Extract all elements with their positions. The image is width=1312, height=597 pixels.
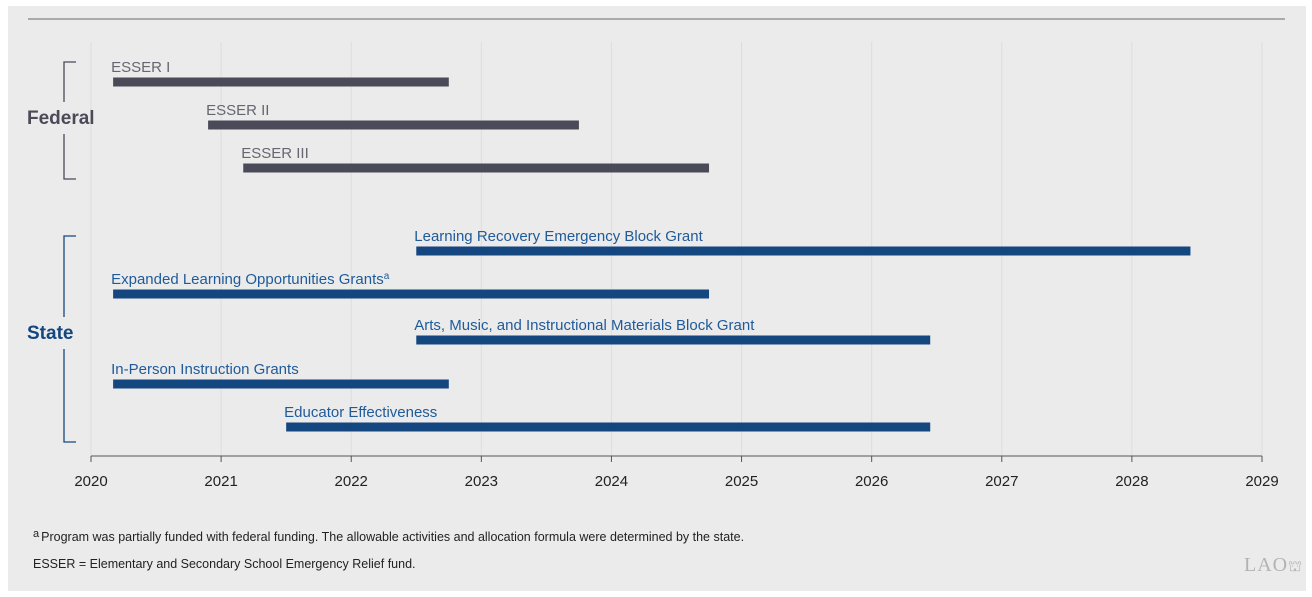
group-bracket <box>63 349 76 443</box>
footnote-a-text: Program was partially funded with federa… <box>41 530 745 544</box>
footnote-marker: a <box>33 528 40 540</box>
x-tick-label: 2024 <box>595 473 628 490</box>
x-tick-label: 2022 <box>335 473 368 490</box>
x-tick-label: 2021 <box>204 473 237 490</box>
x-tick-label: 2020 <box>74 473 107 490</box>
x-tick-label: 2026 <box>855 473 888 490</box>
bar-label: ESSER II <box>206 102 269 119</box>
bar <box>113 77 449 87</box>
lao-logo-text: LAO <box>1244 554 1289 576</box>
bar <box>113 379 449 389</box>
bar <box>416 335 931 345</box>
bar-label: ESSER III <box>241 145 309 162</box>
bar <box>208 120 579 130</box>
bar-label: In-Person Instruction Grants <box>111 361 299 378</box>
lao-logo: LAO⛫ <box>1244 554 1303 577</box>
x-tick-label: 2028 <box>1115 473 1148 490</box>
bar <box>243 163 710 173</box>
group-label: State <box>27 323 73 344</box>
bar-label: Educator Effectiveness <box>284 404 437 421</box>
x-axis: 2020 2021 2022 2023 2024 2025 2026 2027 2028 2029 <box>74 455 1279 490</box>
bar-label: Arts, Music, and Instructional Materials… <box>414 317 755 334</box>
footnote-a: a Program was partially funded with feder… <box>33 528 745 544</box>
group-bracket <box>63 61 76 102</box>
bar-label: Learning Recovery Emergency Block Grant <box>414 228 703 245</box>
x-tick-label: 2027 <box>985 473 1018 490</box>
bars-layer: ESSER I ESSER II ESSER III Learning Recover… <box>111 59 1191 432</box>
abbreviation-text: ESSER = Elementary and Secondary School … <box>33 557 416 571</box>
capitol-dome-icon: ⛫ <box>1288 559 1303 575</box>
bar <box>416 246 1191 256</box>
abbreviation-note: ESSER = Elementary and Secondary School … <box>33 557 416 571</box>
superscript-marker: a <box>384 271 390 282</box>
group-bracket <box>63 235 76 317</box>
group-label: Federal <box>27 108 95 129</box>
bar-label: Expanded Learning Opportunities Grantsa <box>111 271 390 288</box>
bar <box>113 289 710 299</box>
x-tick-label: 2029 <box>1245 473 1278 490</box>
bar <box>286 422 931 432</box>
bar-label: ESSER I <box>111 59 170 76</box>
x-tick-label: 2023 <box>465 473 498 490</box>
group-brackets: Federal State <box>27 61 95 443</box>
x-tick-label: 2025 <box>725 473 758 490</box>
group-bracket <box>63 134 76 180</box>
